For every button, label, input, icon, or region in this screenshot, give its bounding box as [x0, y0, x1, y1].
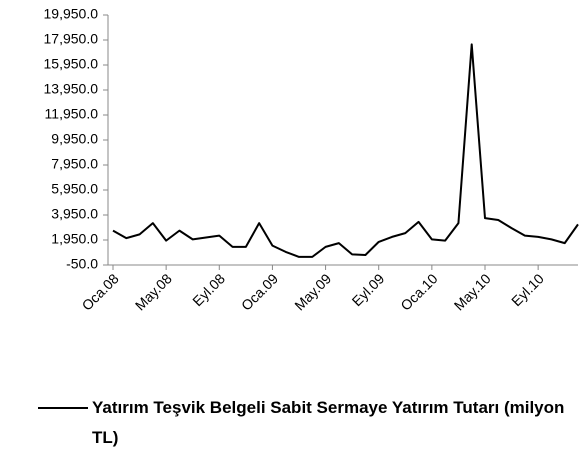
x-tick-label: Oca.08	[79, 270, 122, 313]
y-tick-label: -50.0	[66, 256, 98, 272]
x-tick-label: Eyl.09	[349, 270, 388, 309]
legend-label: Yatırım Teşvik Belgeli Sabit Sermaye Yat…	[92, 398, 565, 447]
y-tick-label: 11,950.0	[45, 106, 99, 122]
y-tick-label: 1,950.0	[51, 231, 98, 247]
x-tick-label: Eyl.10	[508, 270, 547, 309]
legend-swatch	[38, 407, 88, 409]
y-tick-label: 5,950.0	[51, 181, 98, 197]
series-line	[112, 43, 579, 258]
chart: -50.0 1,950.0 3,950.0 5,950.0 7,950.0 9,950.0…	[44, 6, 579, 314]
y-tick-label: 19,950.0	[44, 6, 99, 22]
x-tick-label: May.08	[132, 270, 175, 313]
x-tick-label: May.09	[291, 270, 334, 313]
y-tick-label: 17,950.0	[44, 31, 99, 47]
x-tick-label: Oca.09	[238, 270, 281, 313]
x-tick-label: Eyl.08	[189, 270, 228, 309]
x-tick-label: Oca.10	[397, 270, 440, 313]
x-tick-label: May.10	[451, 270, 494, 313]
y-tick-label: 13,950.0	[44, 81, 99, 97]
y-tick-label: 3,950.0	[51, 206, 98, 222]
y-tick-label: 15,950.0	[44, 56, 99, 72]
y-tick-label: 7,950.0	[51, 156, 98, 172]
y-tick-label: 9,950.0	[51, 131, 98, 147]
